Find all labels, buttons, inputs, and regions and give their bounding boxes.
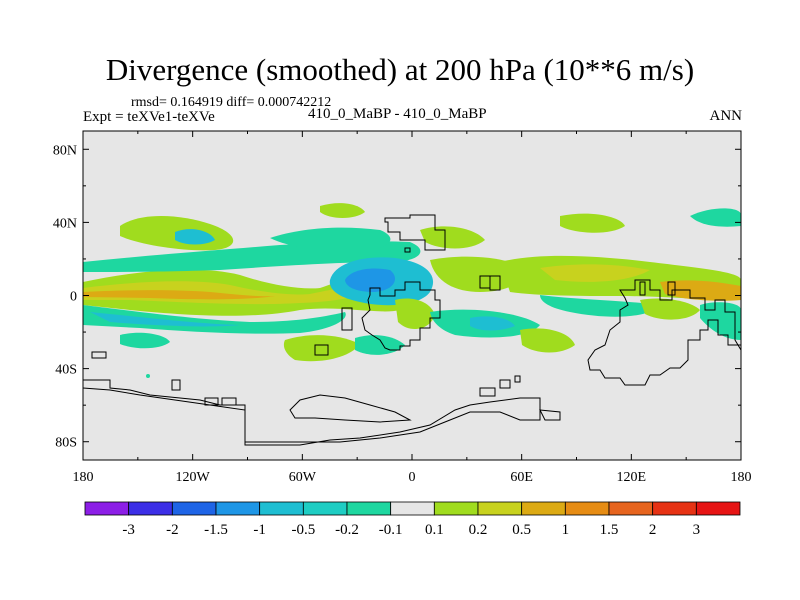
lat-tick-label: 40S: [55, 363, 77, 378]
positive-region: [560, 213, 625, 233]
lon-tick-label: 180: [73, 470, 94, 485]
colorbar-label: -0.5: [291, 522, 315, 538]
colorbar-label: -3: [122, 522, 135, 538]
colorbar-box: [346, 501, 392, 516]
colorbar-label: -1.5: [204, 522, 228, 538]
lon-tick-label: 60W: [289, 470, 317, 485]
latitude-axis: 80N 40N 0 40S 80S: [53, 143, 741, 451]
positive-region: [283, 335, 360, 362]
positive-region: [520, 328, 575, 353]
colorbar-box: [390, 501, 435, 516]
colorbar-box: [171, 501, 217, 516]
negative-region: [90, 312, 240, 327]
positive-region: [640, 298, 700, 320]
lon-tick-label: 120W: [176, 470, 211, 485]
colorbar-box: [215, 501, 261, 516]
colorbar-box: [128, 501, 173, 516]
negative-region: [540, 295, 660, 317]
positive-region: [420, 226, 485, 249]
colorbar-label: 0.1: [425, 522, 444, 538]
longitude-axis: 180 120W 60W 0 60E 120E 180: [73, 131, 752, 485]
colorbar-box: [302, 501, 348, 516]
colorbar-box: [259, 501, 304, 516]
colorbar-box: [433, 501, 479, 516]
positive-region: [83, 281, 365, 305]
colorbar-label: -0.2: [335, 522, 359, 538]
lat-tick-label: 80N: [53, 143, 77, 158]
lon-tick-label: 0: [409, 470, 416, 485]
colorbar-box: [84, 501, 130, 516]
colorbar-label: -1: [253, 522, 266, 538]
lat-tick-label: 40N: [53, 216, 77, 231]
colorbar-label: 0.2: [469, 522, 488, 538]
coastlines: [83, 214, 741, 446]
colorbar-label: 2: [649, 522, 657, 538]
negative-region: [470, 316, 515, 331]
colorbar-box: [477, 501, 523, 516]
lon-tick-label: 60E: [510, 470, 533, 485]
lat-tick-label: 80S: [55, 436, 77, 451]
positive-region: [430, 256, 523, 292]
rmsd-stats: rmsd= 0.164919 diff= 0.000742212: [131, 95, 332, 110]
case-label: 410_0_MaBP - 410_0_MaBP: [308, 106, 487, 122]
positive-region: [320, 203, 365, 218]
negative-region: [120, 332, 170, 349]
divergence-field: [83, 203, 741, 378]
experiment-label: Expt = teXVe1-teXVe: [83, 109, 215, 125]
colorbar: -3 -2 -1.5 -1 -0.5 -0.2 -0.1 0.1 0.2 0.5 1 1.5 2 3: [84, 501, 741, 538]
colorbar-box: [521, 501, 566, 516]
colorbar-label: 1: [562, 522, 570, 538]
negative-region: [690, 208, 741, 227]
colorbar-box: [608, 501, 654, 516]
lon-tick-label: 180: [731, 470, 752, 485]
lat-tick-label: 0: [70, 290, 77, 305]
colorbar-label: -0.1: [379, 522, 403, 538]
negative-region: [270, 227, 391, 250]
colorbar-label: 0.5: [512, 522, 531, 538]
negative-region: [83, 305, 346, 334]
lon-tick-label: 120E: [617, 470, 647, 485]
colorbar-box: [695, 501, 741, 516]
colorbar-box: [652, 501, 697, 516]
colorbar-label: -2: [166, 522, 179, 538]
positive-region: [395, 298, 435, 330]
colorbar-label: 1.5: [600, 522, 619, 538]
negative-region: [175, 229, 215, 245]
positive-region: [540, 264, 650, 282]
positive-region: [83, 290, 275, 300]
season-label: ANN: [709, 108, 743, 124]
colorbar-label: 3: [693, 522, 701, 538]
negative-region: [146, 374, 150, 378]
negative-region: [345, 268, 395, 292]
plot-title: Divergence (smoothed) at 200 hPa (10**6 …: [105, 52, 695, 87]
colorbar-box: [564, 501, 610, 516]
positive-region: [660, 280, 741, 301]
